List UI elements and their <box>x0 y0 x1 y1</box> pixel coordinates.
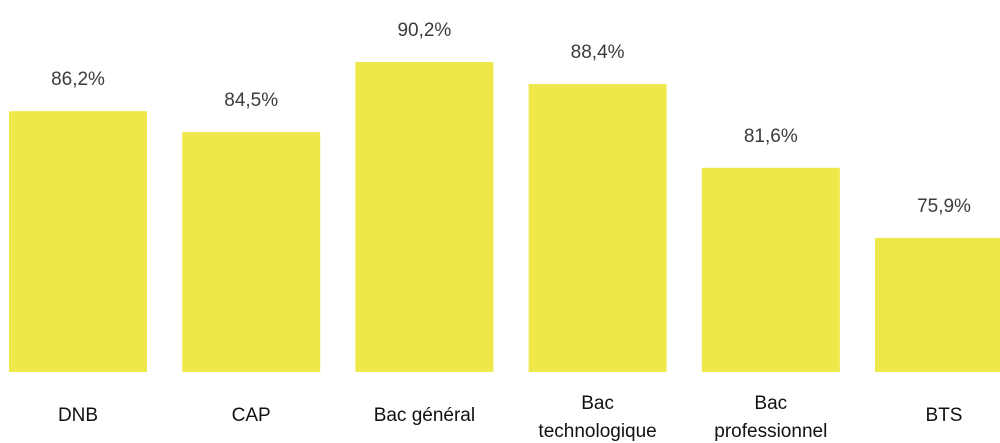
category-axis-labels: DNB CAP Bac général Bac technologique Bac prof… <box>58 393 963 442</box>
bars-group <box>9 62 1000 372</box>
value-label-1: 86,2% <box>51 69 105 90</box>
bar-6 <box>875 237 1000 372</box>
value-label-6: 75,9% <box>917 196 971 217</box>
category-label-5: Bac professionnel <box>714 393 827 442</box>
category-label-2: CAP <box>232 405 271 426</box>
bar-3 <box>355 62 494 372</box>
category-label-line: technologique <box>538 421 656 442</box>
category-label-3: Bac général <box>374 405 475 426</box>
category-label-line: Bac <box>581 393 614 414</box>
bar-1 <box>9 111 147 372</box>
category-label-4: Bac technologique <box>538 393 656 442</box>
value-label-5: 81,6% <box>744 126 798 147</box>
value-label-3: 90,2% <box>397 20 451 41</box>
bar-2 <box>182 132 321 372</box>
category-label-line: Bac <box>754 393 787 414</box>
bar-5 <box>701 167 840 372</box>
category-label-1: DNB <box>58 405 98 426</box>
category-label-line: professionnel <box>714 421 827 442</box>
value-label-2: 84,5% <box>224 90 278 111</box>
category-label-6: BTS <box>926 405 963 426</box>
value-label-4: 88,4% <box>571 42 625 63</box>
value-labels-group: 86,2% 84,5% 90,2% 88,4% 81,6% 75,9% <box>51 20 971 217</box>
bar-4 <box>528 84 667 372</box>
